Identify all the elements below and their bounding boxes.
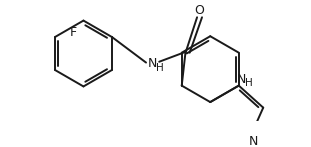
Text: N: N xyxy=(148,57,157,70)
Text: O: O xyxy=(194,4,204,17)
Text: N: N xyxy=(248,135,258,147)
Text: H: H xyxy=(156,63,164,73)
Text: N: N xyxy=(237,72,246,86)
Text: F: F xyxy=(70,26,77,39)
Text: H: H xyxy=(245,78,253,88)
